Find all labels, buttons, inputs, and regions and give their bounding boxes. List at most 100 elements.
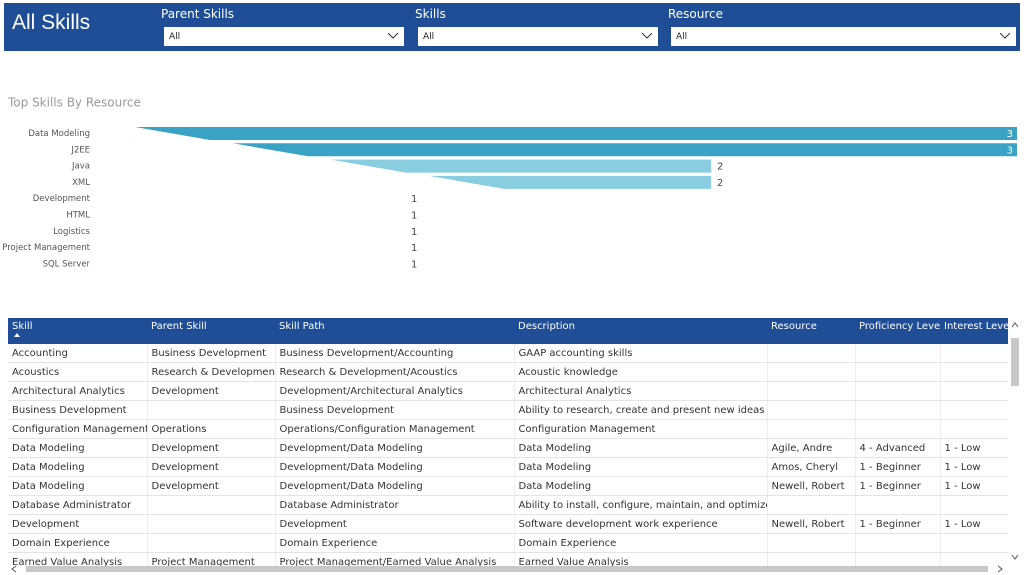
table-cell: Project Management/Earned Value Analysis xyxy=(275,552,515,566)
table-cell: Amos, Cheryl xyxy=(767,457,856,477)
value-label: 1 xyxy=(411,227,417,238)
table-cell: Configuration Management xyxy=(8,419,148,439)
table-cell xyxy=(147,400,276,420)
table-cell xyxy=(767,400,856,420)
table-cell: Acoustic knowledge xyxy=(514,362,768,382)
table-cell: Development xyxy=(147,457,276,477)
filter-label: Skills xyxy=(415,7,446,21)
table-cell: Development/Data Modeling xyxy=(275,476,515,496)
filter-dropdown[interactable]: All xyxy=(671,27,1016,46)
table-cell xyxy=(147,495,276,515)
table-cell xyxy=(940,344,1008,363)
y-tick-label: HTML xyxy=(66,211,90,221)
value-label: 1 xyxy=(411,259,417,270)
table-cell: Newell, Robert xyxy=(767,476,856,496)
table-cell xyxy=(767,344,856,363)
chevron xyxy=(388,33,398,39)
table-cell: Research & Development/Acoustics xyxy=(275,362,515,382)
table-row: Domain Experience Domain Experience Domain… xyxy=(8,533,1008,553)
table-cell: GAAP accounting skills xyxy=(514,344,768,363)
table-cell xyxy=(855,362,941,382)
table-cell: Development/Architectural Analytics xyxy=(275,381,515,401)
table-row: Business Development Business Development… xyxy=(8,400,1008,420)
column-header[interactable]: Parent Skill xyxy=(147,318,275,344)
filter-dropdown[interactable]: All xyxy=(418,27,658,46)
filter-dropdown[interactable]: All xyxy=(164,27,404,46)
table-cell xyxy=(855,419,941,439)
table-cell: Project Management xyxy=(147,552,276,566)
table-cell: 1 - Low xyxy=(940,514,1008,534)
table-cell: Development xyxy=(147,476,276,496)
table-grid: Skill Parent Skill Skill Path Description Re… xyxy=(8,318,1008,566)
column-header[interactable]: Skill Path xyxy=(275,318,514,344)
table-cell: Development xyxy=(147,438,276,458)
scroll-left[interactable] xyxy=(11,565,17,573)
y-tick-label: J2EE xyxy=(70,145,90,155)
table-cell: Operations xyxy=(147,419,276,439)
vertical-scrollbar[interactable] xyxy=(1009,318,1021,566)
scroll-right[interactable] xyxy=(997,565,1003,573)
horizontal-scrollbar[interactable] xyxy=(8,564,1008,574)
table-cell xyxy=(767,495,856,515)
table-cell: Research & Development xyxy=(147,362,276,382)
value-label: 1 xyxy=(411,194,417,205)
table-row: Data Modeling Development Development/Data… xyxy=(8,476,1008,496)
table-cell: 1 - Low xyxy=(940,438,1008,458)
column-header[interactable]: Description xyxy=(514,318,767,344)
table-cell xyxy=(940,419,1008,439)
table-cell: Configuration Management xyxy=(514,419,768,439)
table-row: Configuration Management Operations Operat… xyxy=(8,419,1008,439)
table-cell xyxy=(767,533,856,553)
table-row: Earned Value Analysis Project Management P… xyxy=(8,552,1008,566)
column-header[interactable]: Resource xyxy=(767,318,855,344)
sort-arrow xyxy=(14,333,20,337)
y-tick-label: XML xyxy=(72,178,90,188)
scroll-thumb[interactable] xyxy=(1011,338,1019,386)
scroll-thumb[interactable] xyxy=(26,566,988,572)
table-cell: Architectural Analytics xyxy=(8,381,148,401)
column-header[interactable]: Interest Level xyxy=(940,318,1008,344)
value-label: 3 xyxy=(1007,145,1013,156)
scroll-up[interactable] xyxy=(1011,322,1019,328)
y-tick-label: SQL Server xyxy=(43,259,91,269)
table-row: Data Modeling Development Development/Data… xyxy=(8,438,1008,458)
table-cell: Development xyxy=(8,514,148,534)
y-tick-label: Logistics xyxy=(53,227,90,237)
table-cell: Business Development/Accounting xyxy=(275,344,515,363)
column-header[interactable]: Skill xyxy=(8,318,147,344)
filter-label: Resource xyxy=(668,7,724,21)
table-cell: Acoustics xyxy=(8,362,148,382)
column-header[interactable]: Proficiency Level xyxy=(855,318,940,344)
table-cell: Data Modeling xyxy=(8,476,148,496)
y-tick-label: Project Management xyxy=(2,243,90,253)
table-cell: Domain Experience xyxy=(275,533,515,553)
filter-label: Parent Skills xyxy=(161,7,235,21)
table-cell: Ability to research, create and present … xyxy=(514,400,768,420)
bar xyxy=(429,175,711,189)
chevron xyxy=(1000,33,1010,39)
table-cell: Development/Data Modeling xyxy=(275,457,515,477)
table-cell: Development/Data Modeling xyxy=(275,438,515,458)
table-cell: Domain Experience xyxy=(514,533,768,553)
table-cell: 1 - Low xyxy=(940,457,1008,477)
table-cell: Earned Value Analysis xyxy=(514,552,768,566)
table-cell xyxy=(767,419,856,439)
table-cell xyxy=(940,552,1008,566)
y-tick-label: Java xyxy=(71,162,90,172)
table-cell: Data Modeling xyxy=(8,457,148,477)
header-bar: All Skills Parent Skills All Skills All … xyxy=(4,3,1020,51)
table-cell xyxy=(855,381,941,401)
table-cell: 1 - Low xyxy=(940,476,1008,496)
table-cell: Data Modeling xyxy=(514,476,768,496)
bar xyxy=(233,143,1017,157)
table-row: Architectural Analytics Development Develo… xyxy=(8,381,1008,401)
value-label: 1 xyxy=(411,211,417,222)
value-label: 1 xyxy=(411,243,417,254)
table-row: Database Administrator Database Administr… xyxy=(8,495,1008,515)
table-cell xyxy=(855,552,941,566)
chart-title: Top Skills By Resource xyxy=(7,96,141,110)
table-row: Accounting Business Development Business D… xyxy=(8,344,1008,363)
bar xyxy=(331,159,711,173)
scroll-down[interactable] xyxy=(1011,554,1019,560)
